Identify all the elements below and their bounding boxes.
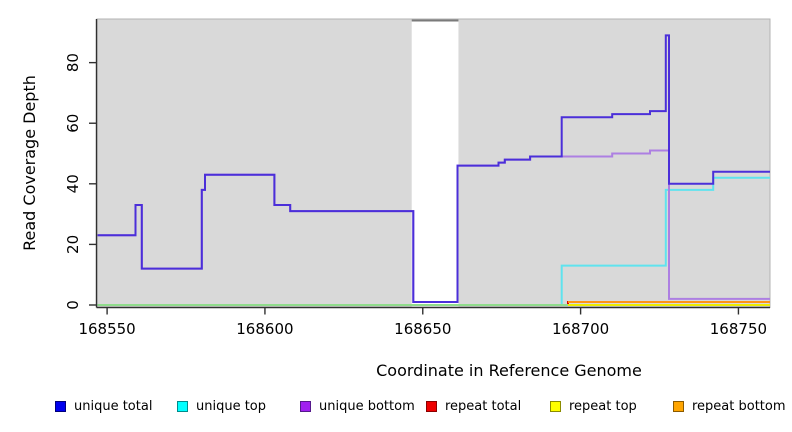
legend-item-repeat-total: repeat total [426, 398, 521, 414]
x-tick-label: 168550 [78, 320, 135, 338]
repeat-total-swatch-icon [426, 400, 437, 412]
legend-item-repeat-bottom: repeat bottom [673, 398, 786, 414]
coverage-plot-canvas: 0 20 40 60 80 168550 168600 168650 168700 168750 [64, 18, 771, 338]
y-tick-label: 20 [64, 235, 82, 254]
repeat-top-swatch-icon [550, 400, 561, 412]
x-axis-title: Coordinate in Reference Genome [376, 361, 642, 380]
x-tick-label: 168600 [236, 320, 293, 338]
legend-item-unique-total: unique total [55, 398, 152, 414]
y-tick-label: 0 [64, 300, 82, 310]
unique-total-swatch-icon [55, 400, 66, 412]
x-tick-label: 168700 [552, 320, 609, 338]
legend-item-unique-bottom: unique bottom [300, 398, 415, 414]
y-tick-label: 80 [64, 53, 82, 72]
y-tick-label: 60 [64, 114, 82, 133]
masked-gap-region [411, 20, 459, 307]
legend-item-unique-top: unique top [177, 398, 266, 414]
unique-bottom-swatch-icon [300, 400, 311, 412]
y-tick-label: 40 [64, 174, 82, 193]
legend-item-repeat-top: repeat top [550, 398, 637, 414]
x-tick-label: 168650 [394, 320, 451, 338]
repeat-bottom-swatch-icon [673, 400, 684, 412]
x-tick-label: 168750 [710, 320, 767, 338]
unique-top-swatch-icon [177, 400, 188, 412]
series-unique-total [97, 34, 770, 303]
y-axis-title: Read Coverage Depth [20, 75, 39, 251]
legend: unique total unique top unique bottom re… [0, 398, 792, 418]
